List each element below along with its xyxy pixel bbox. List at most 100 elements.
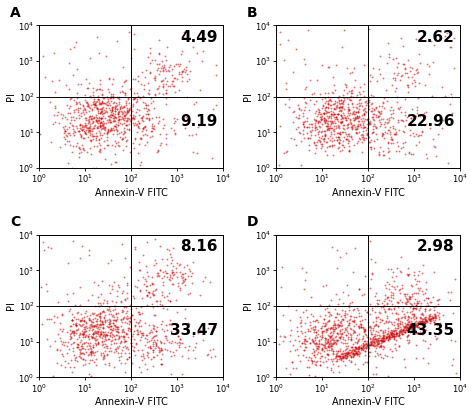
Point: [387, 346, 394, 353]
Point: [169, 270, 176, 276]
Point: [91, 102, 99, 109]
Point: [118, 307, 126, 313]
Point: [400, 324, 408, 330]
Point: [312, 362, 319, 368]
Point: [304, 134, 312, 141]
Point: [113, 114, 120, 121]
Point: [145, 107, 153, 114]
Point: [181, 66, 188, 72]
Point: [70, 339, 78, 345]
Point: [319, 333, 326, 340]
Point: [363, 344, 370, 351]
Point: [118, 297, 125, 304]
Point: [316, 139, 324, 145]
Point: [123, 122, 130, 128]
Point: [380, 75, 387, 81]
Point: [323, 122, 330, 129]
Point: [311, 341, 319, 347]
Point: [97, 147, 104, 154]
Point: [364, 342, 371, 349]
Point: [394, 143, 402, 150]
Point: [124, 281, 131, 288]
Point: [295, 114, 302, 121]
Point: [366, 327, 374, 333]
Point: [427, 299, 435, 306]
Point: [158, 346, 165, 352]
Point: [393, 320, 401, 327]
Point: [388, 332, 396, 339]
Point: [91, 279, 98, 286]
Point: [446, 296, 454, 303]
Point: [136, 287, 144, 293]
Point: [150, 292, 157, 299]
Point: [88, 128, 96, 135]
Point: [327, 125, 334, 132]
Point: [361, 111, 368, 118]
Point: [329, 348, 337, 354]
Point: [363, 116, 371, 122]
Point: [141, 361, 148, 367]
Point: [304, 135, 312, 142]
Point: [403, 326, 411, 333]
Point: [59, 339, 67, 345]
Point: [409, 304, 417, 311]
Point: [103, 343, 111, 350]
Point: [282, 100, 289, 107]
Point: [350, 352, 358, 358]
Point: [324, 97, 332, 104]
Point: [361, 327, 368, 333]
Point: [173, 115, 181, 122]
Point: [120, 313, 128, 320]
Point: [89, 356, 96, 363]
Point: [388, 137, 395, 143]
Point: [398, 254, 405, 260]
Point: [394, 119, 401, 126]
Point: [118, 88, 126, 95]
Point: [79, 243, 86, 249]
Point: [331, 100, 339, 107]
Point: [430, 142, 438, 149]
Point: [185, 58, 192, 65]
Point: [338, 316, 346, 322]
Point: [115, 354, 122, 360]
Point: [357, 124, 365, 131]
Point: [78, 126, 86, 133]
Point: [127, 328, 134, 334]
Point: [156, 348, 164, 354]
X-axis label: Annexin-V FITC: Annexin-V FITC: [95, 188, 168, 198]
Point: [146, 345, 154, 351]
Point: [392, 337, 400, 343]
Point: [151, 312, 158, 319]
Point: [67, 117, 75, 123]
Point: [432, 303, 440, 310]
Point: [351, 123, 359, 130]
Point: [122, 102, 129, 109]
Point: [128, 318, 135, 325]
Point: [168, 275, 175, 281]
Point: [85, 127, 92, 134]
Point: [163, 327, 171, 333]
Point: [372, 335, 379, 342]
Point: [80, 326, 88, 333]
Point: [325, 318, 333, 324]
Point: [78, 343, 86, 349]
Point: [343, 340, 350, 347]
Point: [85, 371, 93, 377]
Point: [398, 330, 405, 337]
Point: [119, 326, 127, 333]
Point: [368, 104, 376, 111]
Point: [96, 311, 103, 318]
Point: [342, 326, 350, 332]
Point: [413, 330, 421, 337]
Point: [118, 83, 126, 89]
Point: [309, 357, 316, 364]
Point: [122, 110, 130, 117]
Point: [88, 131, 96, 137]
Point: [123, 355, 131, 362]
Point: [329, 336, 337, 343]
Point: [436, 314, 443, 320]
Point: [121, 255, 128, 261]
Point: [416, 287, 423, 293]
Point: [328, 117, 336, 124]
Point: [87, 349, 95, 355]
